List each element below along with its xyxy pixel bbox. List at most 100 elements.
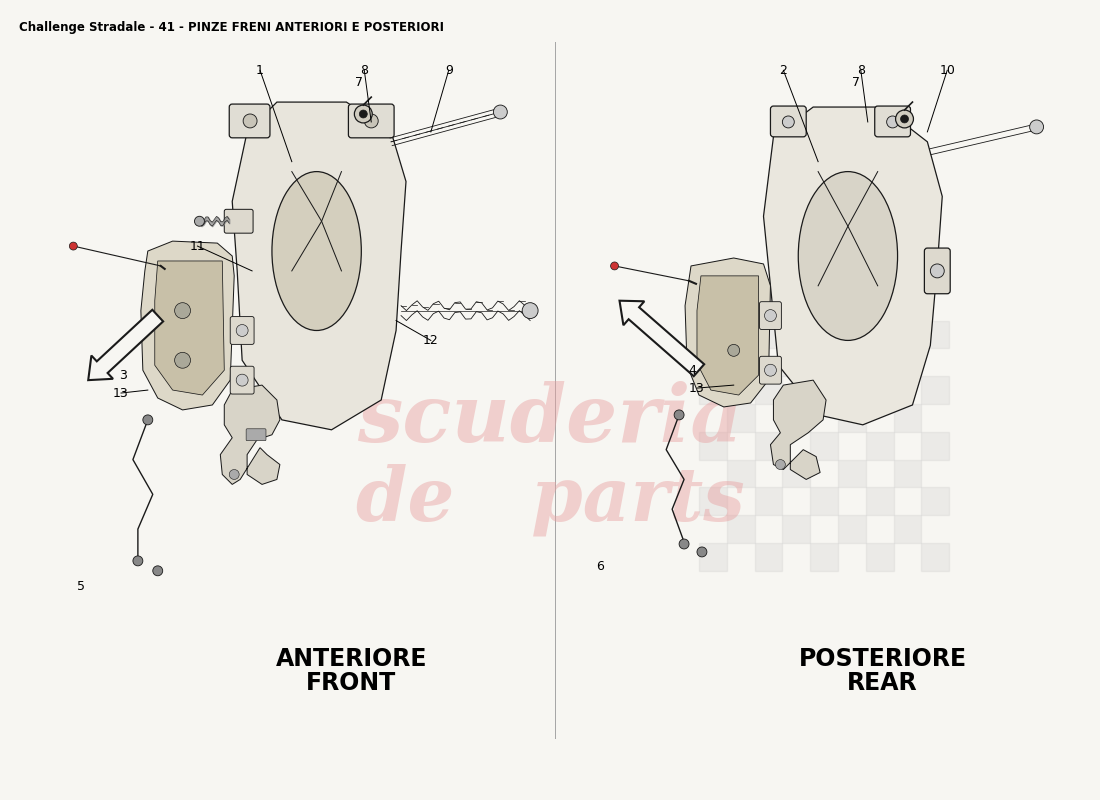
Circle shape [364, 114, 378, 128]
Bar [698, 487, 727, 515]
Bar [811, 487, 838, 515]
Bar [866, 487, 893, 515]
Circle shape [931, 264, 944, 278]
Text: 2: 2 [780, 64, 788, 77]
Bar [698, 543, 727, 571]
Polygon shape [770, 380, 826, 479]
Circle shape [764, 364, 777, 376]
Circle shape [887, 116, 899, 128]
FancyBboxPatch shape [224, 210, 253, 233]
Circle shape [69, 242, 77, 250]
Bar [838, 348, 866, 376]
Circle shape [153, 566, 163, 576]
Text: FRONT: FRONT [306, 671, 396, 695]
Circle shape [674, 410, 684, 420]
Text: 8: 8 [361, 64, 368, 77]
Bar [755, 376, 782, 404]
Text: 13: 13 [113, 386, 129, 399]
Circle shape [494, 105, 507, 119]
Circle shape [229, 470, 239, 479]
Text: ANTERIORE: ANTERIORE [276, 647, 427, 671]
FancyBboxPatch shape [229, 104, 270, 138]
Bar [922, 543, 949, 571]
Bar [755, 487, 782, 515]
Polygon shape [685, 258, 770, 407]
Text: 7: 7 [851, 76, 860, 89]
Circle shape [175, 352, 190, 368]
Text: 9: 9 [444, 64, 452, 77]
Bar [838, 515, 866, 543]
Bar [727, 515, 755, 543]
Bar [782, 515, 811, 543]
Polygon shape [155, 261, 224, 395]
Circle shape [776, 459, 785, 470]
Bar [922, 376, 949, 404]
FancyBboxPatch shape [230, 317, 254, 344]
FancyBboxPatch shape [924, 248, 950, 294]
Circle shape [143, 415, 153, 425]
Circle shape [175, 302, 190, 318]
Circle shape [133, 556, 143, 566]
Bar [782, 348, 811, 376]
Bar [893, 348, 922, 376]
Bar [782, 459, 811, 487]
Circle shape [360, 110, 367, 118]
Circle shape [236, 374, 249, 386]
Text: 7: 7 [355, 76, 363, 89]
Text: 10: 10 [939, 64, 955, 77]
Text: POSTERIORE: POSTERIORE [799, 647, 967, 671]
Text: 6: 6 [596, 560, 604, 574]
Circle shape [728, 344, 739, 356]
Circle shape [243, 114, 257, 128]
Ellipse shape [272, 171, 361, 330]
Bar [893, 404, 922, 432]
Bar [922, 487, 949, 515]
Text: Challenge Stradale - 41 - PINZE FRENI ANTERIORI E POSTERIORI: Challenge Stradale - 41 - PINZE FRENI AN… [19, 21, 443, 34]
FancyBboxPatch shape [349, 104, 394, 138]
Text: 5: 5 [77, 580, 86, 593]
Bar [811, 321, 838, 348]
FancyBboxPatch shape [246, 429, 266, 441]
Bar [698, 376, 727, 404]
Bar [698, 432, 727, 459]
Polygon shape [763, 107, 943, 425]
Circle shape [522, 302, 538, 318]
Circle shape [236, 325, 249, 337]
Bar [698, 321, 727, 348]
FancyBboxPatch shape [759, 356, 781, 384]
Bar [755, 321, 782, 348]
Circle shape [895, 110, 913, 128]
Bar [811, 432, 838, 459]
Text: 8: 8 [857, 64, 865, 77]
Bar [866, 321, 893, 348]
Text: 13: 13 [689, 382, 705, 394]
Bar [893, 515, 922, 543]
Polygon shape [88, 310, 163, 380]
Text: 12: 12 [424, 334, 439, 347]
Ellipse shape [799, 171, 898, 341]
Bar [922, 321, 949, 348]
Circle shape [354, 105, 372, 123]
Bar [866, 543, 893, 571]
Polygon shape [619, 301, 704, 376]
Text: REAR: REAR [847, 671, 918, 695]
FancyBboxPatch shape [874, 106, 911, 137]
Polygon shape [232, 102, 406, 430]
Bar [866, 376, 893, 404]
Bar [811, 543, 838, 571]
Circle shape [610, 262, 618, 270]
Circle shape [901, 115, 909, 123]
Bar [922, 432, 949, 459]
Circle shape [697, 547, 707, 557]
Polygon shape [697, 276, 759, 395]
Text: scuderia: scuderia [358, 381, 742, 458]
Text: de   parts: de parts [355, 463, 745, 535]
Text: 11: 11 [189, 239, 206, 253]
Bar [755, 432, 782, 459]
Circle shape [782, 116, 794, 128]
Bar [866, 432, 893, 459]
Bar [727, 348, 755, 376]
Circle shape [764, 310, 777, 322]
Text: 4: 4 [689, 364, 696, 377]
Text: 1: 1 [256, 64, 264, 77]
